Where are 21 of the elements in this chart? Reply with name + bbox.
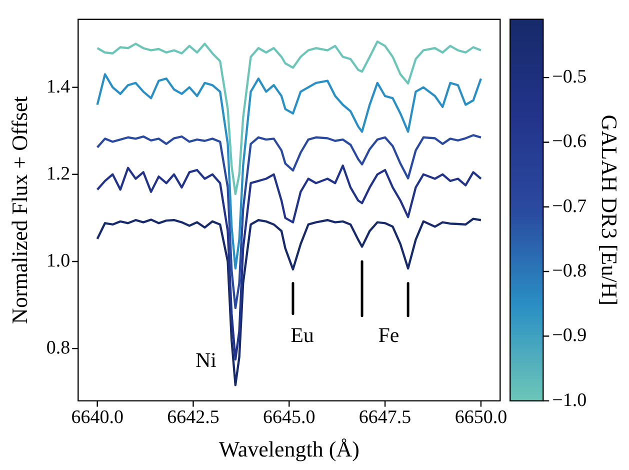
x-tick-label: 6640.0 — [71, 407, 124, 428]
x-tick-label: 6650.0 — [454, 407, 508, 428]
x-tick-label: 6645.0 — [263, 407, 316, 428]
annotation: Eu — [290, 323, 314, 348]
color-bar-label: −0.7 — [552, 196, 587, 217]
y-tick-label: 1.4 — [46, 76, 71, 98]
color-bar-label: −0.8 — [552, 260, 587, 282]
x-tick-label: 6642.5 — [167, 407, 220, 428]
x-tick-label: 6647.5 — [358, 407, 412, 428]
x-axis-title: Wavelength (Å) — [218, 436, 360, 462]
y-tick-label: 0.8 — [46, 338, 70, 359]
y-axis-title: Normalized Flux + Offset — [6, 96, 32, 324]
color-bar-label: −0.6 — [552, 131, 587, 152]
color-bar-label: −1.0 — [552, 390, 587, 411]
color-bar-label: −0.9 — [552, 325, 587, 346]
y-tick-label: 1.2 — [46, 163, 70, 184]
color-bar-label: −0.5 — [552, 66, 587, 88]
annotation: Fe — [378, 323, 400, 348]
color-bar-title: GALAH DR3 [Eu/H] — [597, 114, 622, 306]
annotation: Ni — [196, 348, 217, 372]
y-tick-label: 1.0 — [46, 250, 70, 272]
